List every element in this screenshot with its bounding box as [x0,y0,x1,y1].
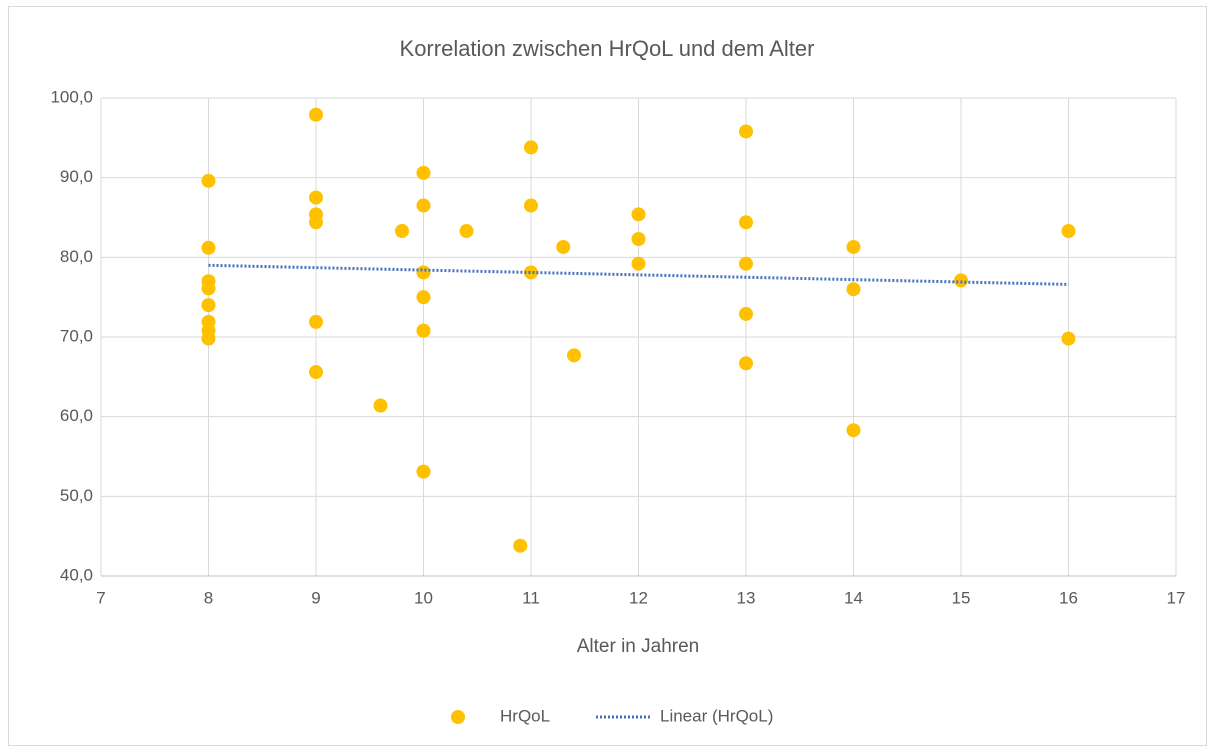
x-tick-label: 17 [1167,588,1186,607]
point [1061,331,1076,346]
point [416,165,431,180]
y-tick-label: 60,0 [60,406,93,425]
y-tick-label: 90,0 [60,167,93,186]
x-tick-label: 11 [522,588,540,607]
point [739,124,753,139]
point [954,273,968,288]
point [846,282,861,297]
point [524,140,538,155]
point [373,398,388,413]
point [567,348,581,363]
point [309,314,323,329]
point [201,281,216,296]
point [524,265,538,280]
point [416,290,431,305]
point [309,190,323,205]
point [739,215,753,230]
trendline [208,263,1069,286]
point [631,256,646,271]
x-tick-label: 8 [204,588,213,607]
legend-label: HrQoL [500,706,550,725]
point [513,538,528,553]
point [309,365,323,380]
y-tick-label: 70,0 [60,326,93,345]
x-tick-label: 15 [952,588,971,607]
x-tick-label: 16 [1059,588,1078,607]
point [416,464,431,479]
point [201,331,216,346]
x-tick-label: 12 [629,588,648,607]
y-tick-label: 100,0 [50,87,93,106]
point [739,256,753,271]
point [416,265,431,280]
point [631,207,646,222]
point [309,107,323,122]
y-tick-label: 40,0 [60,565,93,584]
point [416,323,431,338]
point [846,423,861,438]
point [739,306,753,321]
point [201,240,216,255]
x-tick-label: 7 [96,588,105,607]
point [1061,224,1076,239]
chart-border [8,6,1207,746]
x-tick-label: 14 [844,588,863,607]
point [395,224,409,239]
point [201,173,216,188]
point [739,356,753,371]
point [416,198,431,213]
point [524,198,538,213]
point [309,215,323,230]
x-tick-label: 9 [311,588,320,607]
x-tick-label: 13 [737,588,756,607]
chart-title: Korrelation zwischen HrQoL und dem Alter [400,36,815,61]
x-axis-title: Alter in Jahren [577,636,700,657]
y-tick-label: 50,0 [60,486,93,505]
point [631,232,646,247]
point [556,239,571,254]
point [201,298,216,313]
x-tick-label: 10 [414,588,433,607]
y-tick-label: 80,0 [60,247,93,266]
legend-marker [451,710,465,724]
point [846,239,861,254]
point [459,224,474,239]
legend-label: Linear (HrQoL) [660,706,773,725]
